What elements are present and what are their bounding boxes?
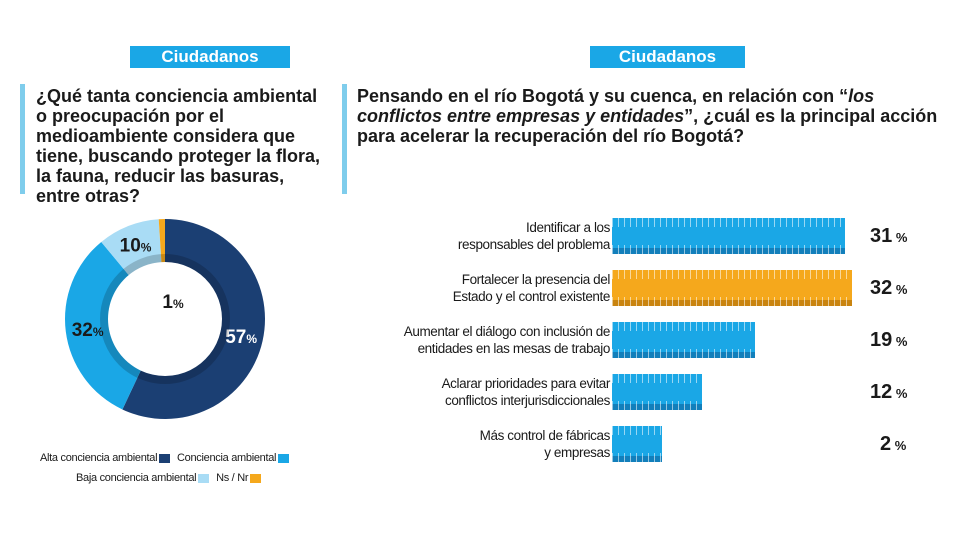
donut-slice-3 <box>158 219 165 263</box>
donut-slice-0 <box>122 219 265 419</box>
legend-swatch-baja <box>198 473 210 483</box>
bar-0 <box>612 218 845 254</box>
bar-value-unit: % <box>892 386 908 401</box>
bar-label-1: Fortalecer la presencia del Estado y el c… <box>380 271 611 305</box>
bar-label-3: Aclarar prioridades para evitar conflicto… <box>380 375 611 409</box>
bar-label-line: responsables del problema <box>457 237 611 252</box>
right-question-italic: los conflictos entre empresas y entidade… <box>357 86 875 126</box>
right-question-post: ”, ¿cuál es la principal acción para ace… <box>357 106 938 146</box>
left-question-accent <box>20 84 25 194</box>
bar-label-line: Más control de fábricas <box>479 428 611 443</box>
right-section-tag: Ciudadanos <box>590 46 745 68</box>
bar-value-unit: % <box>892 334 908 349</box>
legend-swatch-conciencia <box>278 453 290 463</box>
donut-inner-shadow <box>100 254 230 384</box>
bar-label-0: Identificar a los responsables del proble… <box>380 219 611 253</box>
donut-label-2: 10% <box>120 236 152 257</box>
legend-swatch-alta <box>159 453 171 463</box>
donut-slice-1 <box>64 241 141 410</box>
bar-value-unit: % <box>891 438 907 453</box>
bar-label-line: Aclarar prioridades para evitar <box>441 376 611 391</box>
bar-value-number: 12 <box>870 381 893 403</box>
right-question-pre: Pensando en el río Bogotá y su cuenca, e… <box>357 86 849 106</box>
bar-label-line: Aumentar el diálogo con inclusión de <box>403 324 611 339</box>
donut-label-1: 32% <box>72 320 104 341</box>
bar-label-line: Identificar a los <box>526 220 610 235</box>
legend-label-alta: Alta conciencia ambiental <box>40 452 158 464</box>
donut-label-0: 57% <box>225 327 257 348</box>
bar-value-number: 31 <box>870 225 893 247</box>
bar-value-unit: % <box>892 230 908 245</box>
bar-value-number: 2 <box>880 433 892 455</box>
bar-2 <box>612 322 755 358</box>
bar-value-0: 31 % <box>870 225 907 248</box>
bar-label-line: Fortalecer la presencia del <box>461 272 611 287</box>
bar-3 <box>612 374 702 410</box>
donut-label-3: 1% <box>162 292 184 313</box>
bar-value-number: 19 <box>870 329 893 351</box>
legend-label-baja: Baja conciencia ambiental <box>76 472 197 484</box>
left-section-tag: Ciudadanos <box>130 46 290 68</box>
legend-label-nsnr: Ns / Nr <box>216 472 249 484</box>
bar-label-line: entidades en las mesas de trabajo <box>417 341 611 356</box>
donut-legend-row2: Baja conciencia ambiental Ns / Nr <box>76 472 265 484</box>
bar-value-unit: % <box>892 282 908 297</box>
bar-label-2: Aumentar el diálogo con inclusión de enti… <box>380 323 611 357</box>
bar-label-line: conflictos interjurisdiccionales <box>444 393 610 408</box>
bar-value-4: 2 % <box>880 433 906 456</box>
legend-swatch-nsnr <box>250 473 262 483</box>
bar-label-4: Más control de fábricas y empresas <box>380 427 611 461</box>
bar-value-number: 32 <box>870 277 893 299</box>
legend-label-conciencia: Conciencia ambiental <box>177 452 277 464</box>
right-question: Pensando en el río Bogotá y su cuenca, e… <box>357 86 947 146</box>
donut-chart: 57% 32% 10% 1% <box>64 219 265 419</box>
bar-value-2: 19 % <box>870 329 907 352</box>
bar-value-1: 32 % <box>870 277 907 300</box>
right-question-accent <box>342 84 347 194</box>
bar-1 <box>612 270 852 306</box>
bar-value-3: 12 % <box>870 381 907 404</box>
left-question: ¿Qué tanta conciencia ambiental o preocu… <box>36 86 321 206</box>
bar-4 <box>612 426 662 462</box>
bar-label-line: y empresas <box>544 445 610 460</box>
donut-legend: Alta conciencia ambiental Conciencia amb… <box>40 452 293 464</box>
donut-slice-2 <box>101 219 162 276</box>
bar-label-line: Estado y el control existente <box>452 289 611 304</box>
